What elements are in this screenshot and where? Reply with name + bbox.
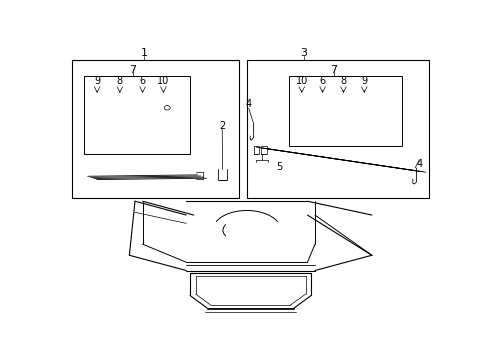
Text: 10: 10 [295,76,307,86]
Text: 3: 3 [300,48,306,58]
Text: 7: 7 [129,64,137,75]
Text: 6: 6 [319,76,325,86]
Text: 4: 4 [245,99,251,109]
Text: 9: 9 [361,76,366,86]
Bar [288,76,401,146]
Bar [246,60,428,198]
Text: 4: 4 [415,159,422,169]
Text: 8: 8 [340,76,346,86]
Text: 6: 6 [139,76,145,86]
Bar [84,76,189,154]
Text: 5: 5 [275,162,282,172]
Text: 8: 8 [117,76,122,86]
Circle shape [164,105,170,110]
Text: 9: 9 [94,76,100,86]
Bar [72,60,239,198]
Text: 7: 7 [330,64,337,75]
Text: 2: 2 [219,121,225,131]
Text: 10: 10 [157,76,169,86]
Text: 1: 1 [141,48,148,58]
